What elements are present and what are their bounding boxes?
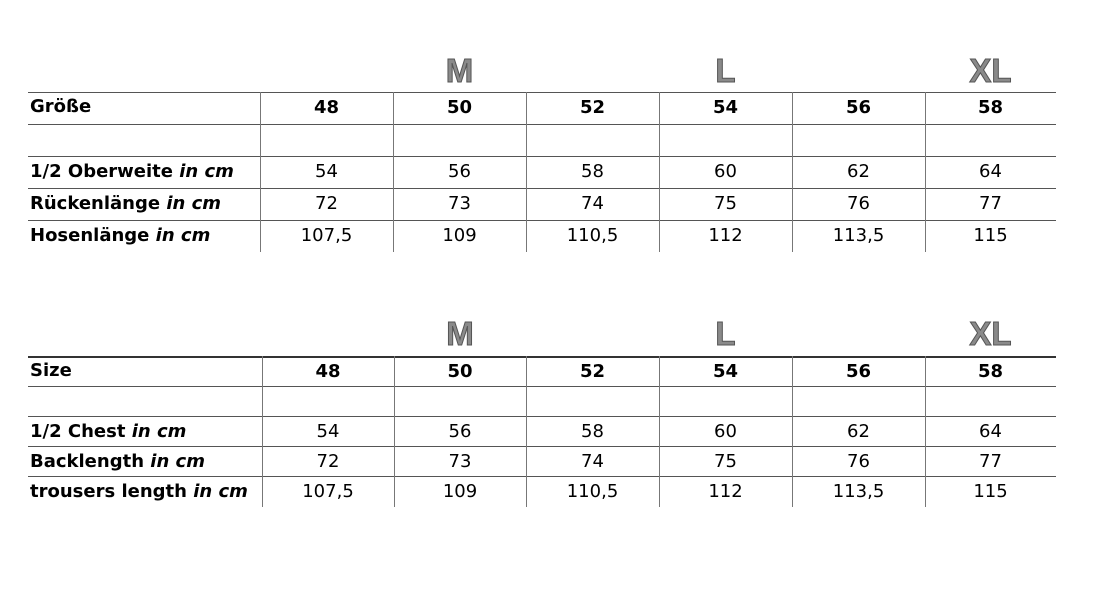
column-divider bbox=[262, 356, 263, 507]
value-cell: 58 bbox=[581, 421, 604, 442]
value-cell: 77 bbox=[979, 193, 1002, 214]
value-cell: 75 bbox=[714, 193, 737, 214]
column-divider bbox=[792, 92, 793, 252]
unit: in cm bbox=[155, 225, 211, 246]
value-cell: 54 bbox=[316, 421, 340, 442]
column-divider bbox=[526, 92, 527, 252]
value-cell: 109 bbox=[442, 225, 477, 246]
measure-name: Backlength bbox=[30, 451, 145, 472]
value-cell: 115 bbox=[973, 225, 1008, 246]
value-cell: 107,5 bbox=[302, 481, 354, 502]
row-label: 1/2 Chest in cm bbox=[30, 417, 186, 447]
row-divider bbox=[28, 92, 1056, 93]
column-divider bbox=[925, 356, 926, 507]
column-divider bbox=[393, 92, 394, 252]
value-cell: 113,5 bbox=[832, 225, 885, 246]
unit: in cm bbox=[150, 451, 205, 472]
value-cell: 112 bbox=[708, 481, 743, 502]
size-table: M L XL Größe 48 50 52 54 56 58 1/2 Oberweite in cm… bbox=[28, 52, 1056, 252]
value-cell: 56 bbox=[448, 421, 472, 442]
row-label: 1/2 Oberweite in cm bbox=[30, 157, 234, 187]
value-cell: 72 bbox=[316, 451, 340, 472]
size-letter: XL bbox=[969, 52, 1012, 90]
row-divider bbox=[28, 476, 1056, 477]
row-divider bbox=[28, 416, 1056, 417]
size-cell: 56 bbox=[845, 97, 872, 118]
size-cell: 48 bbox=[313, 97, 340, 118]
value-cell: 56 bbox=[448, 161, 471, 182]
size-cell: 52 bbox=[579, 97, 606, 118]
value-cell: 110,5 bbox=[566, 481, 619, 502]
header-label: Size bbox=[30, 360, 72, 381]
row-divider bbox=[28, 188, 1056, 189]
size-cell: 54 bbox=[712, 97, 739, 118]
size-cell: 58 bbox=[977, 361, 1004, 382]
unit: in cm bbox=[193, 481, 248, 502]
unit: in cm bbox=[131, 421, 187, 442]
value-cell: 115 bbox=[973, 481, 1008, 502]
size-cell: 50 bbox=[446, 97, 473, 118]
row-divider bbox=[28, 220, 1056, 221]
measure-name: Rückenlänge bbox=[30, 193, 161, 214]
value-cell: 58 bbox=[581, 161, 604, 182]
value-cell: 60 bbox=[714, 421, 737, 442]
size-letter: M bbox=[445, 52, 474, 90]
column-divider bbox=[659, 356, 660, 507]
size-letter: L bbox=[715, 315, 736, 353]
row-divider bbox=[28, 356, 1056, 358]
value-cell: 74 bbox=[581, 451, 604, 472]
column-divider bbox=[260, 92, 261, 252]
row-label: Rückenlänge in cm bbox=[30, 189, 221, 219]
row-divider bbox=[28, 156, 1056, 157]
size-cell: 58 bbox=[977, 97, 1004, 118]
value-cell: 74 bbox=[581, 193, 604, 214]
value-cell: 113,5 bbox=[832, 481, 885, 502]
value-cell: 112 bbox=[708, 225, 743, 246]
value-cell: 72 bbox=[315, 193, 338, 214]
row-divider bbox=[28, 446, 1056, 447]
column-divider bbox=[792, 356, 793, 507]
value-cell: 64 bbox=[979, 161, 1002, 182]
measure-name: Hosenlänge bbox=[30, 225, 150, 246]
unit: in cm bbox=[166, 193, 222, 214]
measure-name: 1/2 Oberweite bbox=[30, 161, 173, 182]
value-cell: 64 bbox=[979, 421, 1002, 442]
size-cell: 54 bbox=[712, 361, 739, 382]
value-cell: 62 bbox=[847, 161, 870, 182]
value-cell: 54 bbox=[315, 161, 338, 182]
column-divider bbox=[925, 92, 926, 252]
size-letter: M bbox=[446, 315, 475, 353]
measure-name: 1/2 Chest bbox=[30, 421, 126, 442]
size-cell: 48 bbox=[315, 361, 341, 382]
size-letter: L bbox=[715, 52, 736, 90]
value-cell: 76 bbox=[847, 193, 870, 214]
value-cell: 107,5 bbox=[300, 225, 353, 246]
row-divider bbox=[28, 386, 1056, 387]
value-cell: 109 bbox=[442, 481, 478, 502]
row-divider bbox=[28, 124, 1056, 125]
size-letter: XL bbox=[969, 315, 1012, 353]
unit: in cm bbox=[179, 161, 234, 182]
value-cell: 76 bbox=[847, 451, 870, 472]
size-cell: 50 bbox=[447, 361, 473, 382]
value-cell: 73 bbox=[448, 193, 471, 214]
column-divider bbox=[526, 356, 527, 507]
size-table: M L XL Size 48 50 52 54 56 58 1/2 Chest in cm 54 56 5… bbox=[28, 315, 1056, 507]
value-cell: 77 bbox=[979, 451, 1002, 472]
header-label: Größe bbox=[30, 96, 92, 117]
column-divider bbox=[659, 92, 660, 252]
column-divider bbox=[394, 356, 395, 507]
measure-name: trousers length bbox=[30, 481, 187, 502]
row-label: trousers length in cm bbox=[30, 477, 248, 507]
value-cell: 62 bbox=[847, 421, 870, 442]
value-cell: 75 bbox=[714, 451, 737, 472]
value-cell: 110,5 bbox=[566, 225, 619, 246]
size-cell: 52 bbox=[579, 361, 606, 382]
row-label: Hosenlänge in cm bbox=[30, 221, 210, 251]
size-cell: 56 bbox=[845, 361, 872, 382]
value-cell: 60 bbox=[714, 161, 737, 182]
value-cell: 73 bbox=[448, 451, 472, 472]
row-label: Backlength in cm bbox=[30, 447, 205, 477]
